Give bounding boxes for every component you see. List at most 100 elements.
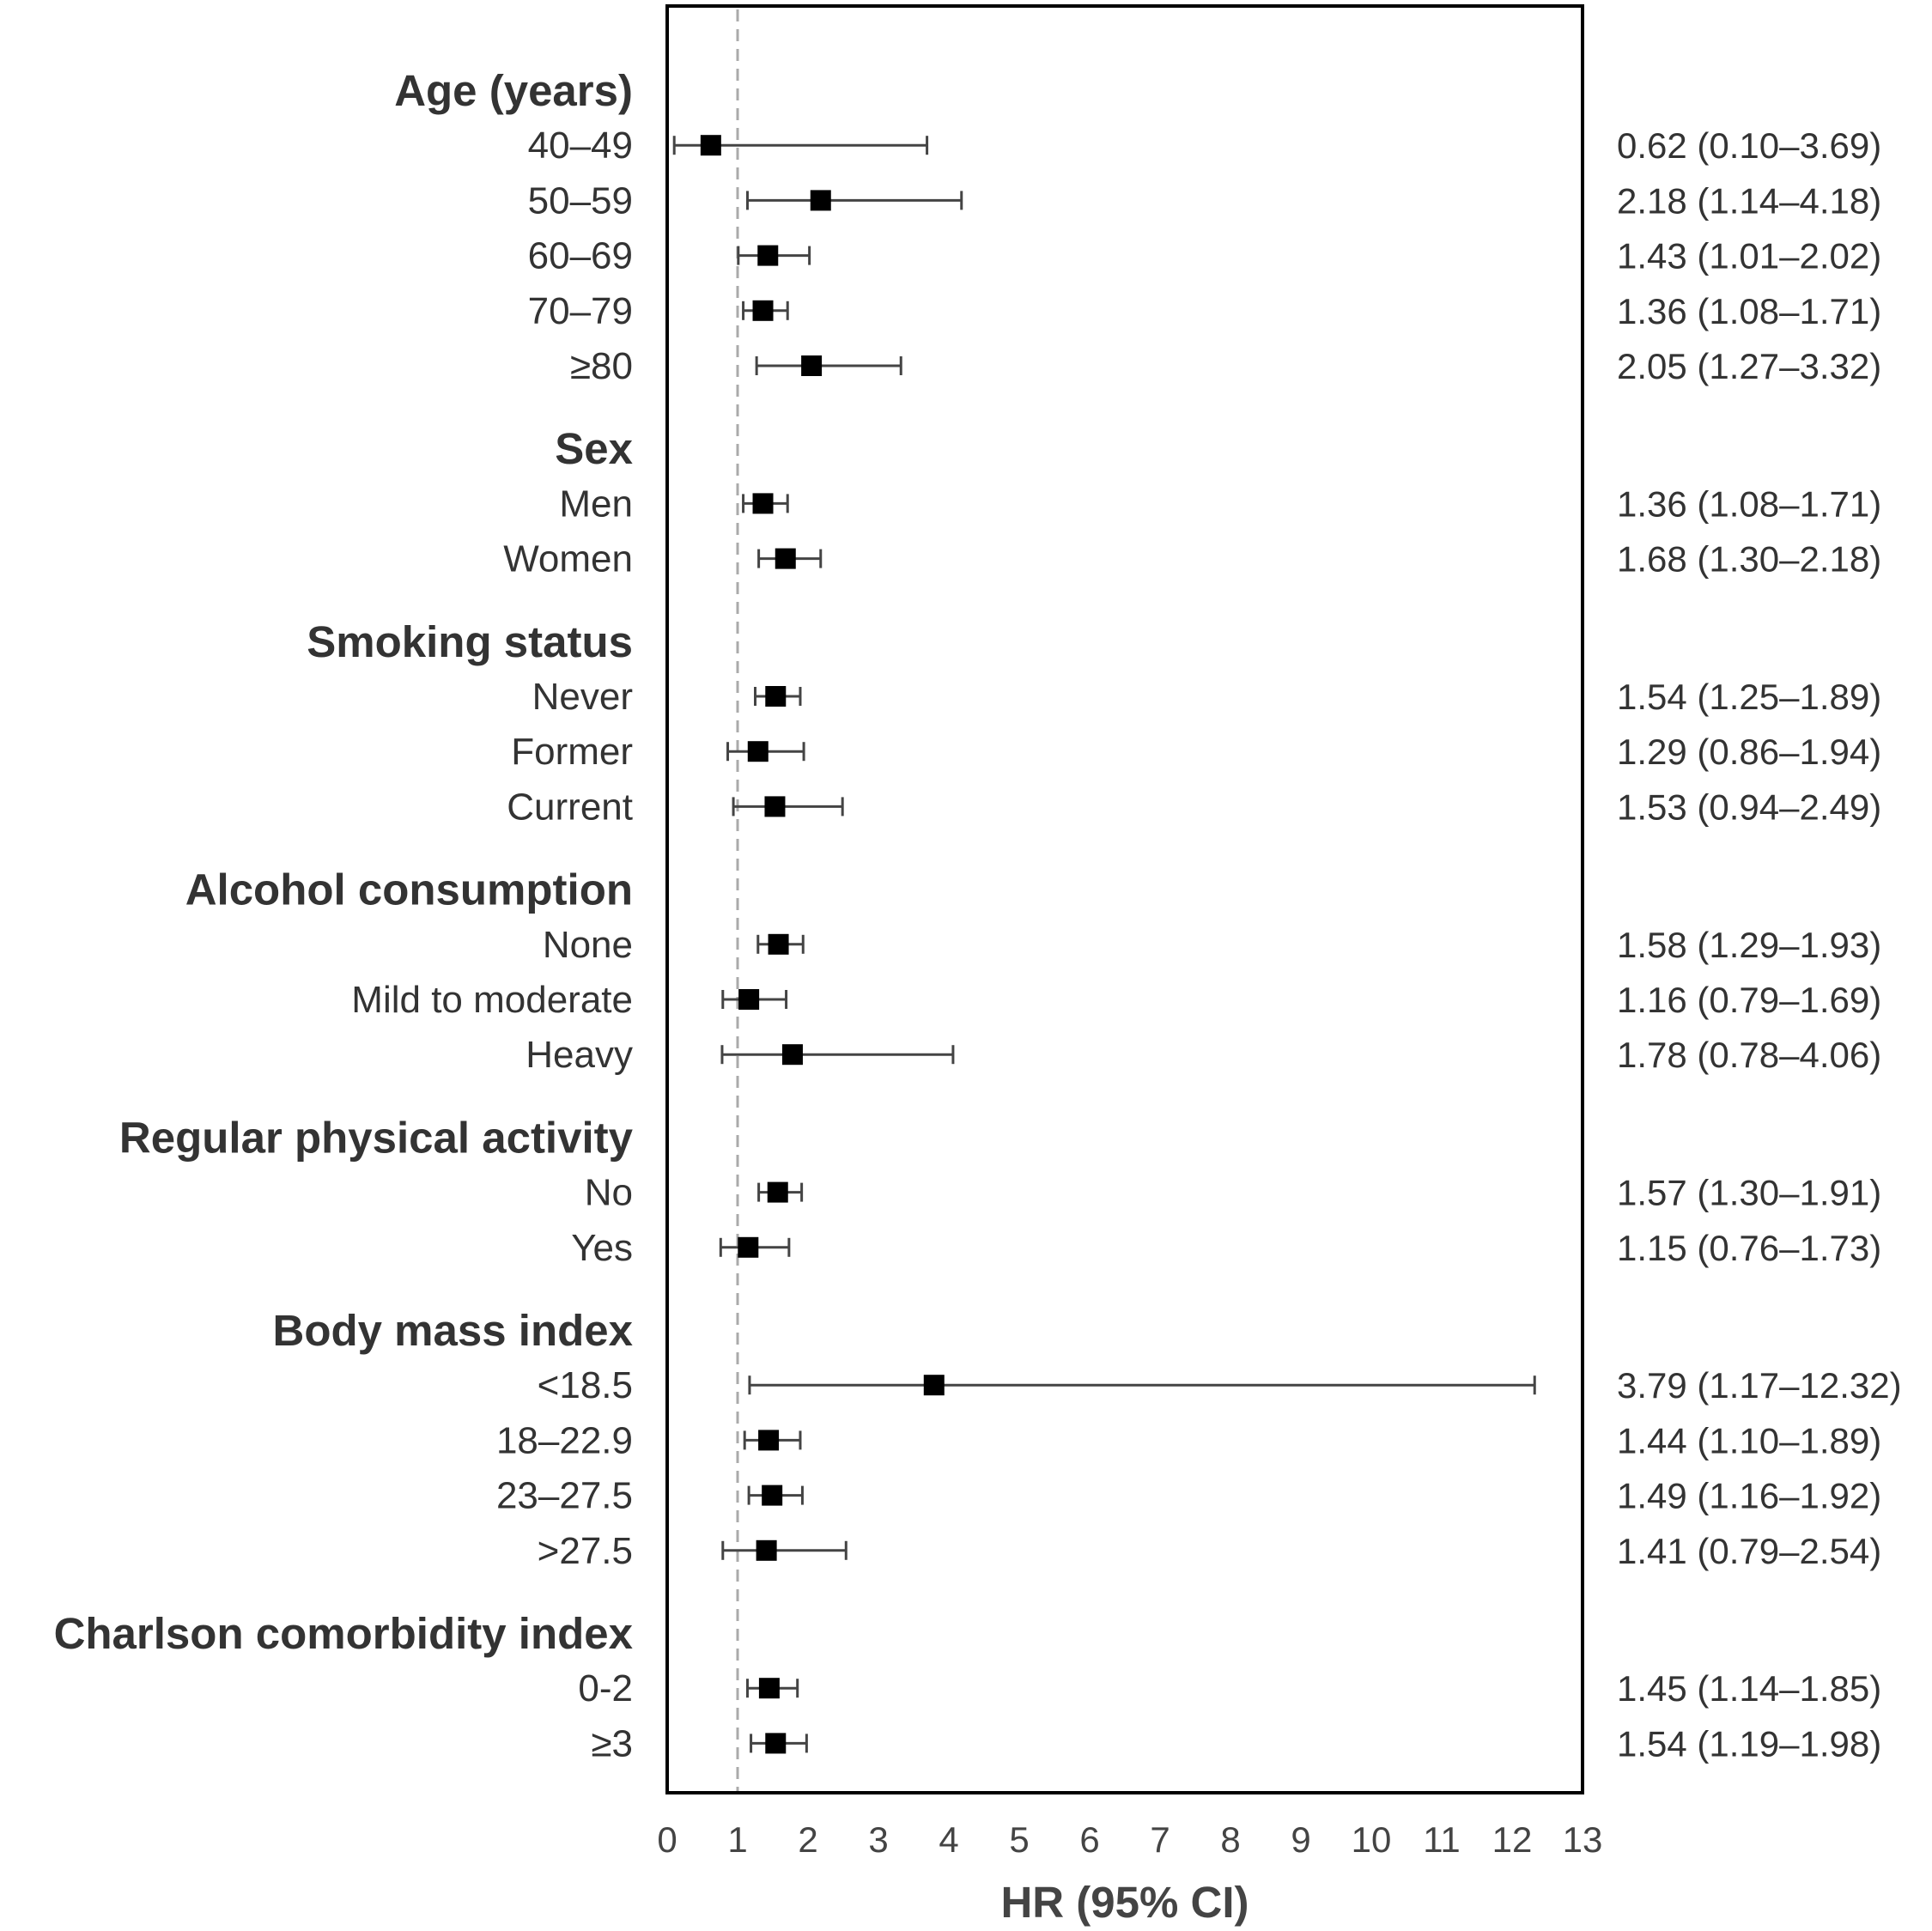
estimate-row [748,1375,1536,1396]
hr-ci-text: 2.18 (1.14–4.18) [1617,180,1881,221]
hr-ci-text: 1.15 (0.76–1.73) [1617,1228,1881,1268]
row-labels: Age (years) 40–49 50–59 60–69 70–79 ≥80 Sex Men… [54,66,634,1764]
hr-marker [781,1044,803,1066]
group-label: Smoking status [307,617,633,666]
row-label: Mild to moderate [351,979,633,1021]
hr-ci-text: 1.45 (1.14–1.85) [1617,1668,1881,1709]
estimate-row [745,1678,799,1699]
row-label: Heavy [526,1034,633,1076]
row-label: 50–59 [528,179,633,222]
row-label: 18–22.9 [496,1419,633,1461]
x-axis-title: HR (95% CI) [1000,1878,1249,1927]
x-tick-label: 12 [1492,1819,1533,1860]
x-tick-label: 6 [1079,1819,1099,1860]
estimate-row [756,933,805,955]
hr-ci-text: 1.54 (1.19–1.98) [1617,1723,1881,1764]
x-axis-ticks: 0 1 2 3 4 5 6 7 8 9 10 11 12 13 [657,1819,1602,1860]
row-label: Former [511,731,633,773]
x-tick-label: 5 [1009,1819,1029,1860]
group-label: Body mass index [273,1306,633,1355]
x-tick-label: 9 [1291,1819,1310,1860]
estimate-row [737,245,811,266]
hr-marker [756,1539,777,1561]
estimate-row [743,1430,802,1451]
hr-ci-text: 1.54 (1.25–1.89) [1617,677,1881,717]
estimates [672,135,1536,1754]
estimate-row [672,135,929,156]
hr-marker [757,245,779,266]
group-label: Charlson comorbidity index [54,1609,633,1658]
group-label: Age (years) [394,66,633,115]
estimate-row [745,190,963,211]
hr-marker [762,1485,783,1506]
hr-ci-text: 1.49 (1.16–1.92) [1617,1476,1881,1516]
hr-marker [775,548,796,569]
hr-ci-text: 2.05 (1.27–3.32) [1617,346,1881,386]
row-label: 40–49 [528,124,633,167]
hr-marker [738,989,760,1010]
hr-marker [758,1430,780,1451]
group-label: Sex [555,424,633,473]
x-tick-label: 3 [868,1819,888,1860]
hr-ci-text: 1.36 (1.08–1.71) [1617,291,1881,331]
estimate-row [721,989,788,1010]
hr-ci-text: 1.53 (0.94–2.49) [1617,786,1881,827]
row-label: No [585,1172,633,1214]
hr-marker [810,190,831,211]
estimate-row [757,548,823,569]
row-label: Men [559,483,633,525]
hr-ci-text: 1.29 (0.86–1.94) [1617,732,1881,772]
hr-marker [765,686,787,707]
hr-ci-text: 0.62 (0.10–3.69) [1617,125,1881,166]
hr-marker [700,135,721,156]
hr-ci-text: 1.44 (1.10–1.89) [1617,1420,1881,1460]
group-label: Regular physical activity [119,1113,634,1162]
hr-marker [758,1678,780,1699]
group-label: Alcohol consumption [185,865,633,914]
estimate-row [750,1733,808,1754]
row-label: ≥3 [591,1722,633,1764]
estimate-row [720,1044,955,1066]
x-tick-label: 11 [1423,1819,1461,1860]
row-label: ≥80 [570,345,633,387]
row-label: 23–27.5 [496,1475,633,1517]
row-label: Women [503,538,633,580]
x-tick-label: 0 [657,1819,677,1860]
hr-marker [767,1181,788,1203]
estimate-row [754,686,802,707]
x-tick-label: 13 [1563,1819,1603,1860]
estimate-row [721,1539,848,1561]
x-tick-label: 2 [798,1819,817,1860]
row-label: Never [532,676,633,718]
hr-marker [747,741,769,762]
hr-marker [752,493,774,514]
x-tick-label: 1 [727,1819,747,1860]
estimate-row [742,493,789,514]
x-tick-label: 10 [1352,1819,1392,1860]
estimate-row [742,300,789,321]
hr-ci-text: 1.68 (1.30–2.18) [1617,539,1881,580]
hr-ci-text: 1.43 (1.01–2.02) [1617,236,1881,276]
hr-ci-values: 0.62 (0.10–3.69) 2.18 (1.14–4.18) 1.43 (1.… [1617,125,1902,1764]
row-label: Yes [571,1227,633,1269]
estimate-row [755,355,902,376]
estimate-row [732,796,844,817]
row-label: 60–69 [528,235,633,277]
hr-ci-text: 3.79 (1.17–12.32) [1617,1365,1902,1406]
hr-marker [752,300,774,321]
hr-ci-text: 1.78 (0.78–4.06) [1617,1035,1881,1075]
hr-ci-text: 1.57 (1.30–1.91) [1617,1173,1881,1213]
row-label: Current [507,786,633,828]
hr-ci-text: 1.16 (0.79–1.69) [1617,980,1881,1020]
hr-ci-text: 1.41 (0.79–2.54) [1617,1531,1881,1571]
hr-ci-text: 1.58 (1.29–1.93) [1617,925,1881,965]
x-tick-label: 8 [1220,1819,1240,1860]
hr-ci-text: 1.36 (1.08–1.71) [1617,483,1881,524]
row-label: <18.5 [538,1364,633,1406]
hr-marker [923,1375,945,1396]
hr-marker [801,355,823,376]
plot-frame [665,4,1584,1794]
row-label: 0-2 [578,1667,633,1709]
estimate-row [757,1181,804,1203]
